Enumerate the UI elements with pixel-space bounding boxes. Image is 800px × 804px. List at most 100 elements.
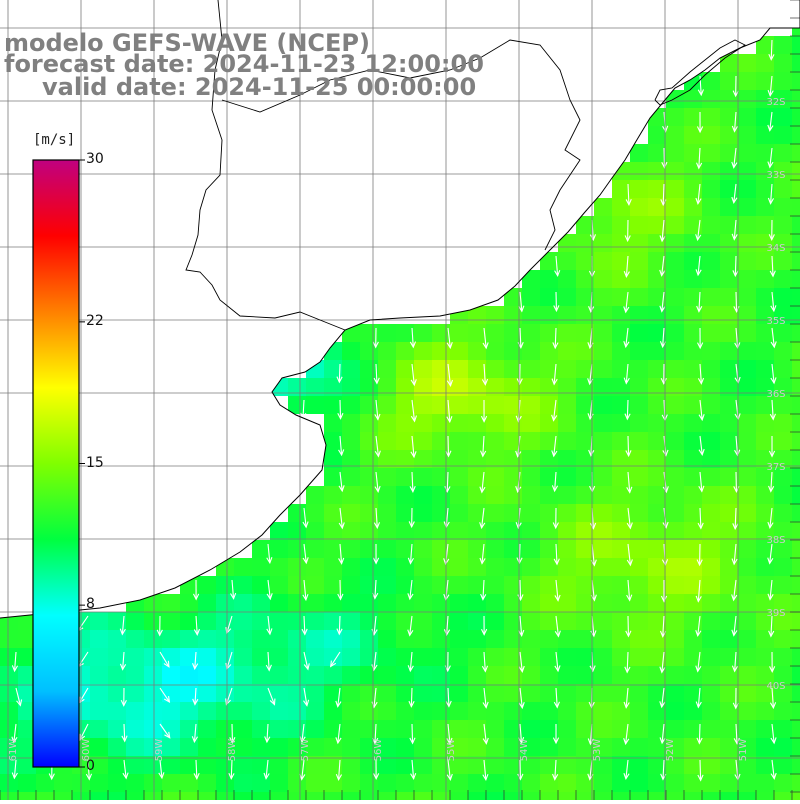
wind-speed-cell [486, 738, 504, 756]
wind-speed-cell [360, 360, 378, 378]
wind-speed-cell [558, 270, 576, 288]
wind-speed-cell [342, 504, 360, 522]
wind-speed-cell [486, 684, 504, 702]
wind-speed-cell [702, 504, 720, 522]
wind-speed-cell [162, 630, 180, 648]
wind-speed-cell [630, 306, 648, 324]
wind-speed-cell [576, 270, 594, 288]
wind-speed-cell [630, 324, 648, 342]
wind-speed-cell [360, 432, 378, 450]
wind-speed-cell [594, 504, 612, 522]
wind-speed-cell [162, 666, 180, 684]
wind-speed-cell [486, 648, 504, 666]
wind-speed-cell [774, 126, 792, 144]
longitude-label: 53W [592, 739, 603, 762]
wind-speed-cell [792, 630, 800, 648]
wind-speed-cell [594, 792, 612, 800]
wind-speed-cell [522, 486, 540, 504]
wind-speed-cell [522, 558, 540, 576]
wind-speed-cell [594, 234, 612, 252]
wind-speed-cell [252, 594, 270, 612]
wind-speed-cell [216, 684, 234, 702]
wind-speed-cell [252, 648, 270, 666]
wind-speed-cell [468, 756, 486, 774]
wind-speed-cell [198, 792, 216, 800]
wind-speed-cell [450, 432, 468, 450]
wind-speed-cell [666, 468, 684, 486]
wind-speed-cell [450, 684, 468, 702]
wind-speed-cell [342, 720, 360, 738]
wind-speed-cell [432, 774, 450, 792]
wind-speed-cell [630, 720, 648, 738]
wind-speed-cell [126, 612, 144, 630]
wind-speed-cell [180, 630, 198, 648]
wind-speed-cell [450, 522, 468, 540]
wind-speed-cell [612, 270, 630, 288]
wind-speed-cell [144, 720, 162, 738]
wind-speed-cell [684, 126, 702, 144]
wind-speed-cell [342, 486, 360, 504]
wind-speed-cell [666, 126, 684, 144]
wind-speed-cell [198, 648, 216, 666]
wind-speed-cell [360, 486, 378, 504]
wind-speed-cell [630, 342, 648, 360]
wind-speed-cell [774, 774, 792, 792]
wind-speed-cell [468, 414, 486, 432]
wind-speed-cell [702, 198, 720, 216]
wind-speed-cell [774, 198, 792, 216]
wind-speed-cell [414, 756, 432, 774]
wind-speed-cell [90, 648, 108, 666]
wind-speed-cell [612, 540, 630, 558]
wind-speed-cell [792, 126, 800, 144]
wind-speed-cell [450, 468, 468, 486]
wind-speed-cell [702, 756, 720, 774]
wind-speed-cell [342, 666, 360, 684]
wind-speed-cell [90, 666, 108, 684]
wind-speed-cell [90, 684, 108, 702]
wind-speed-cell [468, 360, 486, 378]
wind-speed-cell [702, 360, 720, 378]
wind-speed-cell [702, 738, 720, 756]
wind-speed-cell [630, 540, 648, 558]
wind-speed-cell [792, 432, 800, 450]
wind-speed-cell [738, 144, 756, 162]
wind-speed-cell [108, 720, 126, 738]
wind-speed-cell [0, 684, 18, 702]
wind-speed-cell [288, 504, 306, 522]
wind-speed-cell [738, 540, 756, 558]
wind-speed-cell [342, 648, 360, 666]
wind-speed-cell [414, 540, 432, 558]
wind-speed-cell [648, 450, 666, 468]
wind-speed-cell [468, 396, 486, 414]
wind-speed-cell [630, 486, 648, 504]
wind-speed-cell [486, 558, 504, 576]
longitude-label: 56W [373, 739, 384, 762]
wind-speed-cell [558, 522, 576, 540]
wind-speed-cell [756, 342, 774, 360]
wind-speed-cell [738, 594, 756, 612]
wind-speed-cell [126, 756, 144, 774]
wind-speed-cell [738, 234, 756, 252]
wind-speed-cell [0, 702, 18, 720]
wind-speed-cell [702, 486, 720, 504]
longitude-label: 54W [519, 739, 530, 762]
wind-speed-cell [702, 414, 720, 432]
wind-speed-cell [666, 522, 684, 540]
wind-speed-cell [432, 360, 450, 378]
wind-speed-cell [414, 486, 432, 504]
wind-speed-cell [234, 774, 252, 792]
wind-speed-cell [720, 450, 738, 468]
wind-speed-cell [684, 396, 702, 414]
wind-speed-cell [414, 558, 432, 576]
wind-speed-cell [450, 450, 468, 468]
wind-speed-cell [666, 360, 684, 378]
wind-speed-cell [522, 432, 540, 450]
wind-speed-cell [378, 720, 396, 738]
wind-speed-cell [162, 774, 180, 792]
wind-speed-cell [702, 540, 720, 558]
wind-speed-cell [360, 414, 378, 432]
wind-speed-cell [522, 630, 540, 648]
wind-speed-cell [450, 648, 468, 666]
wind-speed-cell [486, 450, 504, 468]
wind-speed-cell [666, 612, 684, 630]
